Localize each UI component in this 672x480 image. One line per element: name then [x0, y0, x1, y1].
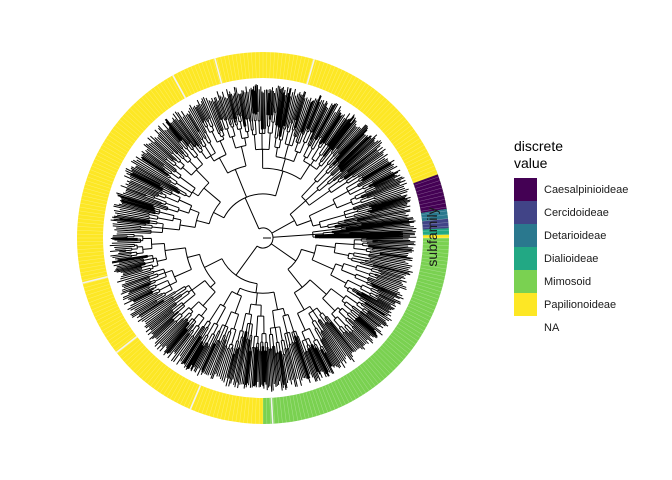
- ring-tile-lines: [77, 52, 449, 424]
- legend-key: [514, 293, 537, 316]
- ring-segment-mimosoid: [263, 159, 449, 424]
- legend: discrete value Caesalpinioideae Cercidoi…: [514, 138, 634, 339]
- legend-title: discrete value: [514, 138, 634, 172]
- legend-label: Mimosoid: [544, 275, 592, 288]
- legend-item-caesalpinioideae: Caesalpinioideae: [514, 178, 634, 201]
- subfamily-ring: [76, 51, 449, 424]
- ring-axis-label: subfamily: [424, 207, 440, 266]
- ring-segment-papilionoideae: [422, 234, 449, 238]
- legend-item-papilionoideae: Papilionoideae: [514, 293, 634, 316]
- legend-title-line1: discrete: [514, 138, 564, 154]
- legend-label: Cercidoideae: [544, 206, 609, 219]
- legend-item-mimosoid: Mimosoid: [514, 270, 634, 293]
- legend-item-dialioideae: Dialioideae: [514, 247, 634, 270]
- ring-segment-detarioideae: [421, 208, 448, 222]
- legend-label: Dialioideae: [544, 252, 599, 265]
- ring-segment-caesalpinioideae: [413, 174, 447, 213]
- legend-key: [514, 270, 537, 293]
- legend-label: Detarioideae: [544, 229, 607, 242]
- legend-label: NA: [544, 321, 560, 334]
- ring-segment-cercidoideae: [422, 218, 449, 230]
- legend-label: Caesalpinioideae: [544, 183, 629, 196]
- legend-title-line2: value: [514, 155, 548, 171]
- tree-branches: [109, 84, 417, 392]
- legend-key: [514, 247, 537, 270]
- ring-gaps: [82, 58, 316, 424]
- legend-item-na: NA: [514, 316, 634, 339]
- phylogenetic-tree: [109, 84, 417, 392]
- legend-key: [514, 224, 537, 247]
- legend-item-cercidoideae: Cercidoideae: [514, 201, 634, 224]
- legend-label: Papilionoideae: [544, 298, 617, 311]
- legend-key: [514, 178, 537, 201]
- legend-key: [514, 201, 537, 224]
- ring-segment-dialioideae: [422, 228, 449, 236]
- legend-key: [514, 316, 537, 339]
- legend-item-detarioideae: Detarioideae: [514, 224, 634, 247]
